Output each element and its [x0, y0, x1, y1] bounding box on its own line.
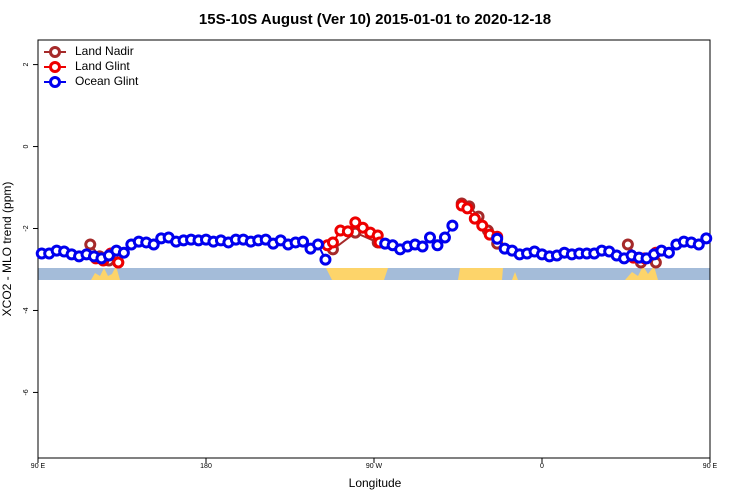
data-point: [312, 238, 324, 251]
land-shape: [625, 266, 658, 280]
data-point: [326, 236, 339, 249]
x-tick-label: 90 W: [366, 463, 383, 470]
data-point: [297, 235, 310, 248]
land-shape: [512, 272, 518, 280]
land-shape: [458, 268, 503, 280]
y-tick-label: 2: [23, 63, 30, 67]
data-point: [349, 216, 362, 229]
data-point: [416, 240, 429, 253]
data-point: [468, 212, 481, 225]
land-shape: [326, 268, 388, 280]
y-tick-label: -6: [23, 389, 30, 395]
x-tick-label: 0: [540, 463, 544, 470]
data-point: [424, 231, 436, 244]
data-point: [431, 239, 444, 252]
legend-label: Land Nadir: [75, 44, 134, 58]
y-axis-label: XCO2 - MLO trend (ppm): [0, 182, 14, 317]
y-tick-label: -4: [23, 307, 30, 313]
x-axis-label: Longitude: [349, 476, 402, 490]
legend-marker: [49, 46, 61, 58]
x-tick-label: 90 E: [703, 463, 718, 470]
x-tick-label: 180: [200, 463, 212, 470]
legend-label: Land Glint: [75, 59, 130, 73]
data-point: [84, 238, 97, 251]
data-point: [319, 253, 332, 266]
legend-marker: [49, 76, 61, 88]
data-point: [117, 246, 130, 259]
data-point: [341, 225, 354, 238]
chart-title: 15S-10S August (Ver 10) 2015-01-01 to 20…: [199, 11, 551, 28]
data-point: [446, 219, 459, 232]
data-point: [621, 238, 634, 251]
y-tick-label: 0: [23, 145, 30, 149]
legend-marker: [49, 61, 61, 73]
data-point: [147, 238, 160, 251]
data-point: [112, 256, 125, 269]
data-point: [461, 202, 474, 215]
x-tick-label: 90 E: [31, 463, 46, 470]
map-strip: [38, 266, 710, 280]
data-point: [491, 232, 504, 245]
data-point: [700, 232, 713, 245]
data-point: [692, 238, 705, 251]
data-point: [662, 246, 675, 259]
land-shape: [91, 266, 120, 280]
data-point: [438, 231, 451, 244]
data-point: [476, 219, 489, 232]
legend-label: Ocean Glint: [75, 74, 139, 88]
y-tick-label: -2: [23, 225, 30, 231]
